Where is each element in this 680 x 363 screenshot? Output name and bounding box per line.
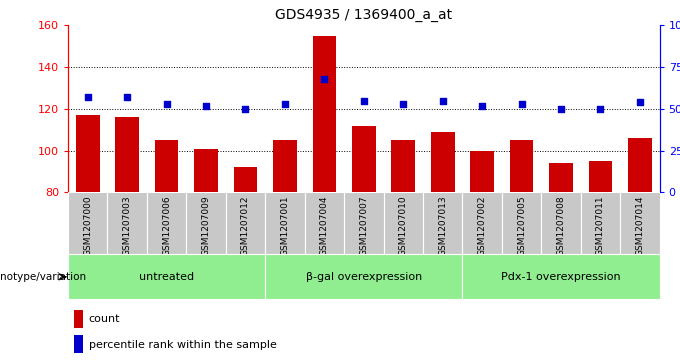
Point [161, 101, 172, 107]
Point [634, 99, 645, 105]
Bar [549, 163, 573, 192]
Point [279, 101, 290, 107]
Bar [502, 192, 541, 254]
Text: count: count [88, 314, 120, 324]
Bar [462, 254, 660, 299]
Bar [273, 140, 296, 192]
Text: GSM1207009: GSM1207009 [201, 195, 211, 256]
Bar [589, 161, 612, 192]
Bar [628, 138, 651, 192]
Text: percentile rank within the sample: percentile rank within the sample [88, 339, 277, 350]
Text: GSM1207002: GSM1207002 [477, 195, 487, 256]
Text: GSM1207014: GSM1207014 [635, 195, 645, 256]
Bar [265, 192, 305, 254]
Bar [392, 140, 415, 192]
Bar [68, 254, 265, 299]
Bar [74, 310, 83, 328]
Bar [186, 192, 226, 254]
Point [437, 98, 448, 103]
Text: GSM1207012: GSM1207012 [241, 195, 250, 256]
Text: GSM1207005: GSM1207005 [517, 195, 526, 256]
Bar [147, 192, 186, 254]
Text: GSM1207001: GSM1207001 [280, 195, 290, 256]
Bar [541, 192, 581, 254]
Title: GDS4935 / 1369400_a_at: GDS4935 / 1369400_a_at [275, 8, 452, 22]
Point [556, 106, 566, 112]
Text: GSM1207008: GSM1207008 [556, 195, 566, 256]
Text: GSM1207000: GSM1207000 [83, 195, 92, 256]
Bar [305, 192, 344, 254]
Bar [155, 140, 178, 192]
Text: genotype/variation: genotype/variation [0, 272, 87, 282]
Bar [313, 36, 336, 192]
Point [201, 103, 211, 109]
Bar [107, 192, 147, 254]
Point [595, 106, 606, 112]
Text: GSM1207013: GSM1207013 [438, 195, 447, 256]
Bar [76, 115, 99, 192]
Bar [620, 192, 660, 254]
Point [358, 98, 369, 103]
Bar [510, 140, 533, 192]
Text: β-gal overexpression: β-gal overexpression [306, 272, 422, 282]
Text: GSM1207004: GSM1207004 [320, 195, 329, 256]
Text: GSM1207006: GSM1207006 [162, 195, 171, 256]
Point [122, 94, 133, 100]
Bar [581, 192, 620, 254]
Point [82, 94, 93, 100]
Point [477, 103, 488, 109]
Bar [471, 151, 494, 192]
Point [319, 76, 330, 82]
Bar [431, 132, 454, 192]
Bar [226, 192, 265, 254]
Point [516, 101, 527, 107]
Text: untreated: untreated [139, 272, 194, 282]
Bar [194, 148, 218, 192]
Point [240, 106, 251, 112]
Text: GSM1207010: GSM1207010 [398, 195, 408, 256]
Bar [68, 192, 107, 254]
Text: GSM1207011: GSM1207011 [596, 195, 605, 256]
Text: Pdx-1 overexpression: Pdx-1 overexpression [501, 272, 621, 282]
Text: GSM1207007: GSM1207007 [359, 195, 369, 256]
Bar [462, 192, 502, 254]
Bar [74, 335, 83, 353]
Bar [344, 192, 384, 254]
Bar [352, 126, 375, 192]
Point [398, 101, 409, 107]
Bar [116, 117, 139, 192]
Bar [423, 192, 462, 254]
Bar [265, 254, 462, 299]
Bar [234, 167, 257, 192]
Text: GSM1207003: GSM1207003 [122, 195, 132, 256]
Bar [384, 192, 423, 254]
